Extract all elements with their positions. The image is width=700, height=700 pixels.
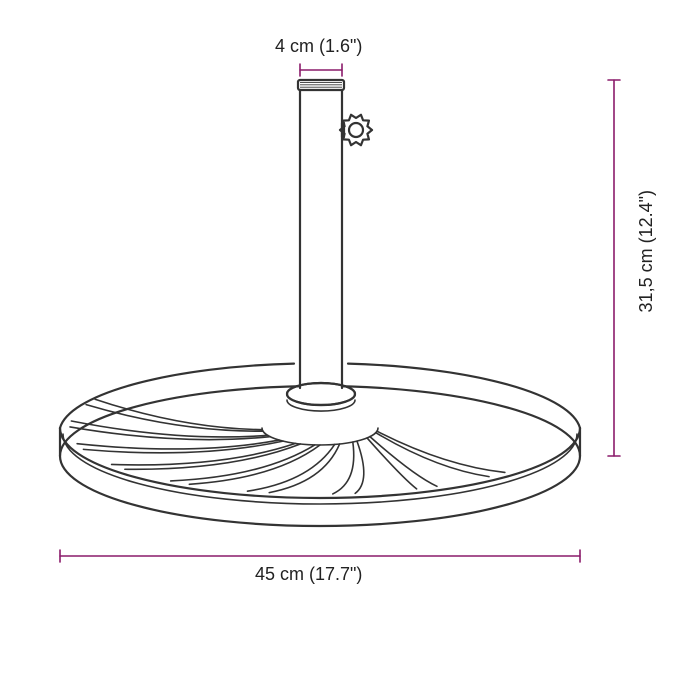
- dim-label-base-width: 45 cm (17.7"): [255, 564, 362, 585]
- dim-label-height: 31,5 cm (12.4"): [636, 190, 657, 312]
- line-art: [0, 0, 700, 700]
- diagram-stage: 4 cm (1.6") 45 cm (17.7") 31,5 cm (12.4"…: [0, 0, 700, 700]
- dim-label-tube-width: 4 cm (1.6"): [275, 36, 362, 57]
